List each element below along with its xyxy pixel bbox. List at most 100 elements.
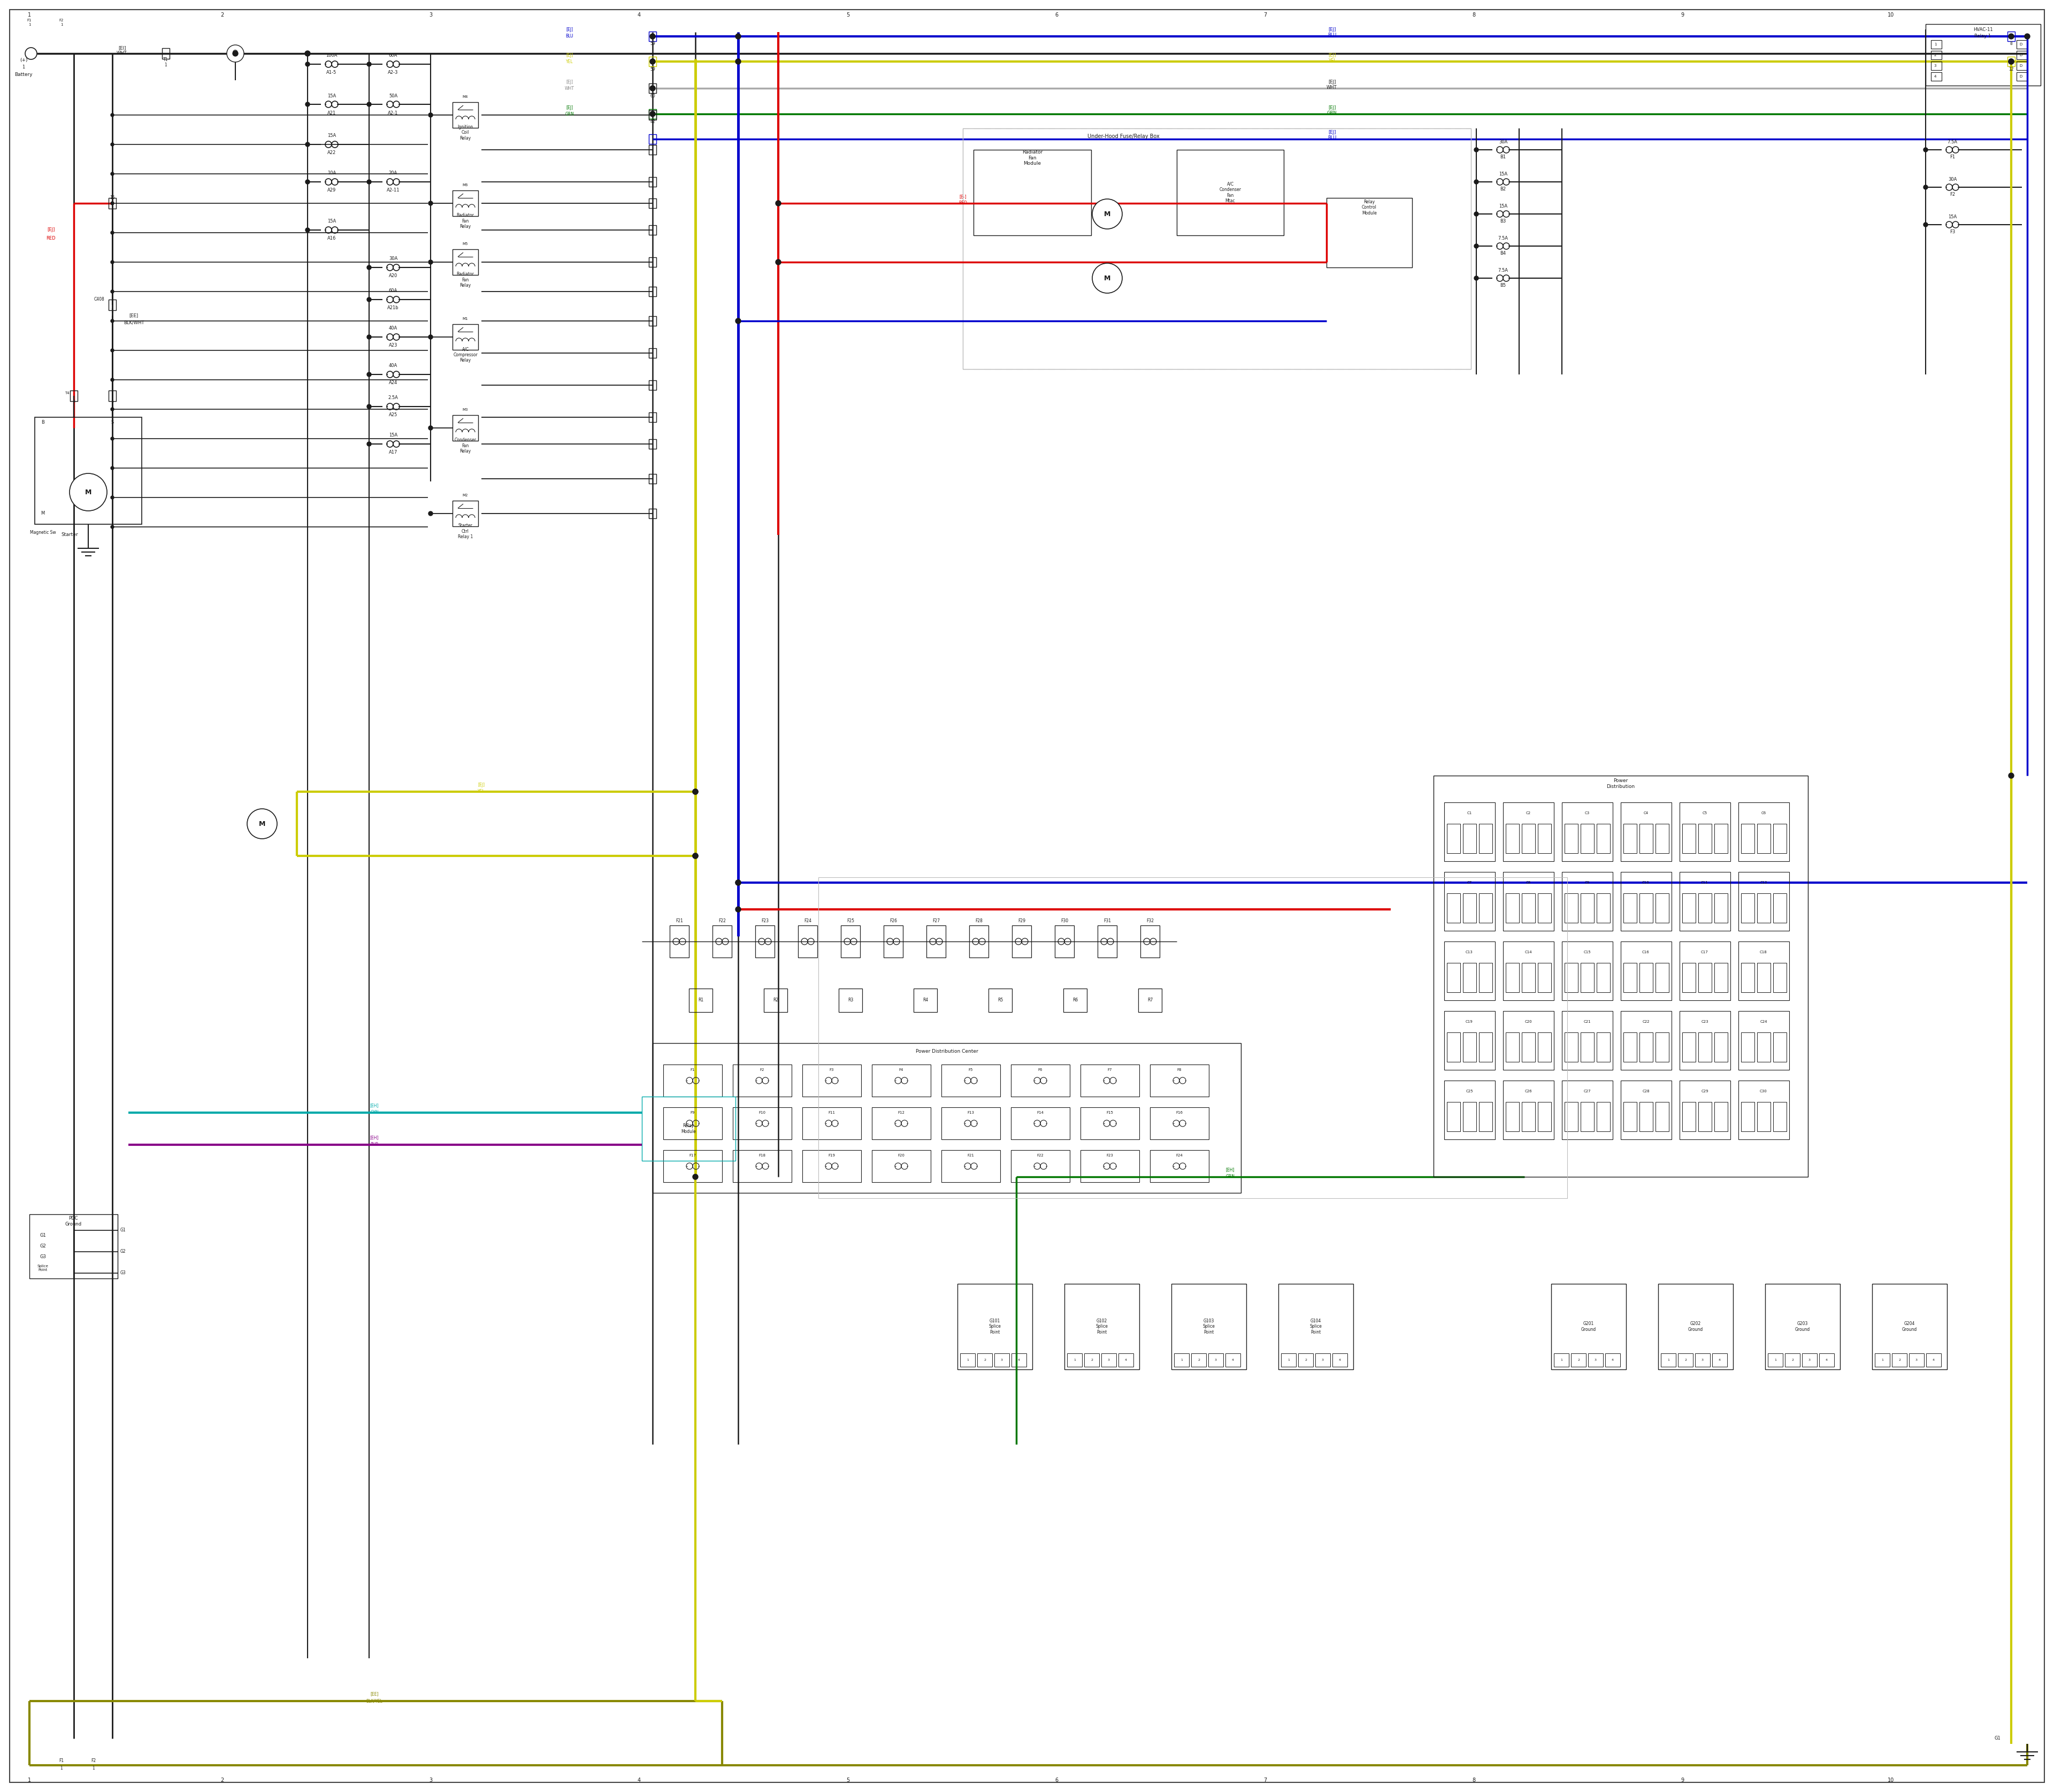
Text: C15: C15: [1584, 950, 1590, 953]
Text: [EJ]: [EJ]: [567, 52, 573, 57]
Text: F14: F14: [1037, 1111, 1043, 1115]
Text: F19: F19: [828, 1154, 836, 1158]
Bar: [959, 1353, 976, 1367]
Bar: [1506, 824, 1520, 853]
Circle shape: [246, 808, 277, 839]
Text: Relay 1: Relay 1: [1974, 34, 1990, 39]
Bar: [1434, 776, 1808, 1177]
Circle shape: [368, 297, 372, 301]
Bar: [1538, 894, 1551, 923]
Text: 1: 1: [164, 63, 166, 68]
Text: A22: A22: [327, 151, 337, 156]
Bar: [663, 1064, 723, 1097]
Bar: [1150, 1150, 1210, 1183]
Text: 4: 4: [1232, 1358, 1234, 1362]
Bar: [1278, 1283, 1354, 1369]
Circle shape: [1475, 147, 1479, 152]
Bar: [663, 1150, 723, 1183]
Text: G3: G3: [39, 1254, 45, 1260]
Bar: [1446, 1032, 1460, 1063]
Text: R4: R4: [922, 998, 928, 1004]
Circle shape: [429, 260, 433, 263]
Circle shape: [2009, 772, 2013, 778]
Bar: [1639, 962, 1653, 993]
Text: [EJ]: [EJ]: [567, 27, 573, 32]
Bar: [1446, 824, 1460, 853]
Text: C23: C23: [1701, 1020, 1709, 1023]
Text: [EJ]: [EJ]: [1329, 27, 1335, 32]
Text: B2: B2: [1499, 186, 1506, 192]
Text: 60: 60: [649, 93, 655, 99]
Bar: [1656, 824, 1668, 853]
Bar: [799, 925, 817, 957]
Bar: [1522, 894, 1534, 923]
Bar: [1656, 894, 1668, 923]
Bar: [1571, 1353, 1586, 1367]
Text: BLK/YEL: BLK/YEL: [366, 1699, 382, 1704]
Text: 1: 1: [111, 308, 113, 314]
Bar: [1596, 962, 1610, 993]
Circle shape: [111, 319, 113, 323]
Bar: [649, 134, 657, 143]
Text: 7.5A: 7.5A: [1947, 140, 1957, 145]
Bar: [1596, 1102, 1610, 1131]
Text: HVAC-11: HVAC-11: [1974, 27, 1992, 32]
Text: 2: 2: [1935, 54, 1937, 57]
Text: F1: F1: [60, 1758, 64, 1763]
Text: M6: M6: [462, 183, 468, 186]
Bar: [1504, 941, 1555, 1000]
Circle shape: [735, 34, 741, 39]
Text: F5: F5: [969, 1068, 974, 1072]
Text: GRN: GRN: [1327, 111, 1337, 115]
Circle shape: [1923, 147, 1929, 152]
Text: A23: A23: [388, 342, 398, 348]
Text: D: D: [2019, 75, 2023, 79]
Bar: [1738, 873, 1789, 930]
Bar: [1226, 1353, 1241, 1367]
Text: 3: 3: [1321, 1358, 1325, 1362]
Bar: [1931, 72, 1941, 81]
Bar: [649, 315, 657, 326]
Text: BLU: BLU: [565, 34, 573, 39]
Bar: [1768, 1353, 1783, 1367]
Text: F28: F28: [976, 919, 982, 923]
Text: Relay
Module: Relay Module: [682, 1124, 696, 1134]
Text: Ignition
Coil
Relay: Ignition Coil Relay: [458, 125, 472, 140]
Text: F2: F2: [760, 1068, 764, 1072]
Bar: [1715, 1102, 1727, 1131]
Text: A24: A24: [388, 380, 398, 385]
Text: F15: F15: [1107, 1111, 1113, 1115]
Text: F21: F21: [676, 919, 684, 923]
Bar: [1171, 1283, 1247, 1369]
Circle shape: [368, 265, 372, 269]
Text: [EH]: [EH]: [370, 1104, 378, 1107]
Bar: [1565, 1102, 1577, 1131]
Bar: [1621, 941, 1672, 1000]
Text: Relay
Control
Module: Relay Control Module: [1362, 199, 1376, 215]
Text: F20: F20: [898, 1154, 904, 1158]
Bar: [1462, 962, 1477, 993]
Text: WHT: WHT: [1327, 84, 1337, 90]
Text: G2: G2: [121, 1249, 125, 1254]
Text: 9: 9: [1680, 1778, 1684, 1783]
Text: Power Distribution Center: Power Distribution Center: [916, 1048, 978, 1054]
Circle shape: [306, 228, 310, 233]
Bar: [649, 439, 657, 448]
Circle shape: [232, 50, 238, 56]
Bar: [70, 391, 78, 401]
Bar: [1699, 824, 1711, 853]
Circle shape: [111, 202, 113, 204]
Text: 40A: 40A: [388, 326, 398, 332]
Circle shape: [2009, 59, 2013, 65]
Text: 10A: 10A: [327, 170, 337, 176]
Bar: [649, 109, 657, 118]
Bar: [764, 989, 787, 1012]
Bar: [1699, 1102, 1711, 1131]
Circle shape: [111, 349, 113, 351]
Text: 5: 5: [846, 1778, 850, 1783]
Text: 15A: 15A: [1499, 172, 1508, 177]
Text: 4: 4: [1719, 1358, 1721, 1362]
Bar: [2017, 39, 2027, 48]
Circle shape: [306, 63, 310, 66]
Text: 4: 4: [1935, 75, 1937, 79]
